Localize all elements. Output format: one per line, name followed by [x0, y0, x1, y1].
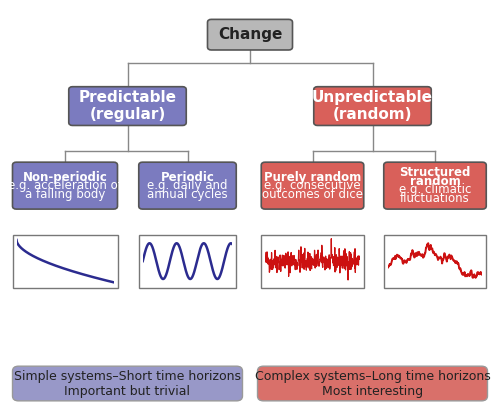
Text: Simple systems–Short time horizons
Important but trivial: Simple systems–Short time horizons Impor… [14, 370, 241, 397]
Text: Purely random: Purely random [264, 171, 361, 184]
Text: Change: Change [218, 27, 282, 42]
FancyBboxPatch shape [384, 235, 486, 288]
FancyBboxPatch shape [314, 87, 431, 126]
FancyBboxPatch shape [258, 366, 488, 401]
Text: e.g. climatic: e.g. climatic [399, 184, 471, 196]
FancyBboxPatch shape [12, 366, 242, 401]
FancyBboxPatch shape [138, 162, 236, 209]
Text: annual cycles: annual cycles [147, 188, 228, 201]
Text: e.g. consecutive: e.g. consecutive [264, 179, 361, 192]
FancyBboxPatch shape [69, 87, 186, 126]
Text: Unpredictable
(random): Unpredictable (random) [312, 90, 433, 122]
Text: Periodic: Periodic [160, 171, 214, 184]
Text: e.g. daily and: e.g. daily and [147, 179, 228, 192]
FancyBboxPatch shape [261, 162, 364, 209]
Text: fluctuations: fluctuations [400, 192, 470, 205]
FancyBboxPatch shape [12, 162, 118, 209]
FancyBboxPatch shape [208, 19, 292, 50]
FancyBboxPatch shape [384, 162, 486, 209]
Text: e.g. acceleration of: e.g. acceleration of [8, 179, 122, 192]
FancyBboxPatch shape [12, 235, 118, 288]
Text: Non-periodic: Non-periodic [22, 171, 107, 184]
Text: outcomes of dice: outcomes of dice [262, 188, 363, 201]
Text: random: random [410, 175, 461, 188]
Text: Predictable
(regular): Predictable (regular) [78, 90, 176, 122]
Text: Structured: Structured [400, 166, 470, 179]
Text: a falling body: a falling body [25, 188, 105, 201]
FancyBboxPatch shape [138, 235, 236, 288]
FancyBboxPatch shape [261, 235, 364, 288]
Text: Complex systems–Long time horizons
Most interesting: Complex systems–Long time horizons Most … [254, 370, 490, 397]
